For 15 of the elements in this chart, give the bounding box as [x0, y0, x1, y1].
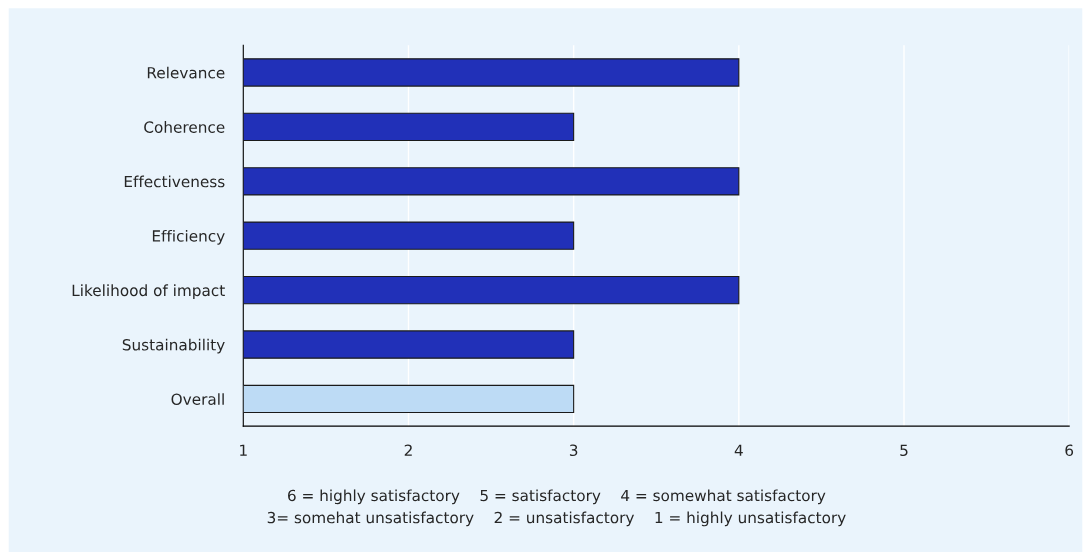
- y-tick-label: Overall: [171, 393, 224, 405]
- x-tick-label: 6: [1065, 444, 1074, 457]
- x-tick-label: 3: [569, 444, 578, 457]
- y-tick-label: Coherence: [144, 121, 225, 133]
- x-tick-label: 2: [404, 444, 412, 456]
- text: 6 = highly satisfactory 5 = satisfactory 4 = somewhat satisfactory: [288, 489, 826, 505]
- y-tick-label: Efficiency: [152, 229, 225, 245]
- y-tick-label: Sustainability: [122, 338, 225, 354]
- x-tick-label: 1: [240, 444, 247, 456]
- x-tick-label: 4: [734, 444, 743, 456]
- y-tick-label: Effectiveness: [124, 175, 225, 188]
- y-tick-label: Relevance: [147, 66, 225, 79]
- y-tick-label: Likelihood of impact: [72, 284, 225, 300]
- text: 3= somehat unsatisfactory 2 = unsatisfactory 1 = highly unsatisfactory: [267, 511, 846, 527]
- x-tick-label: 5: [900, 444, 908, 457]
